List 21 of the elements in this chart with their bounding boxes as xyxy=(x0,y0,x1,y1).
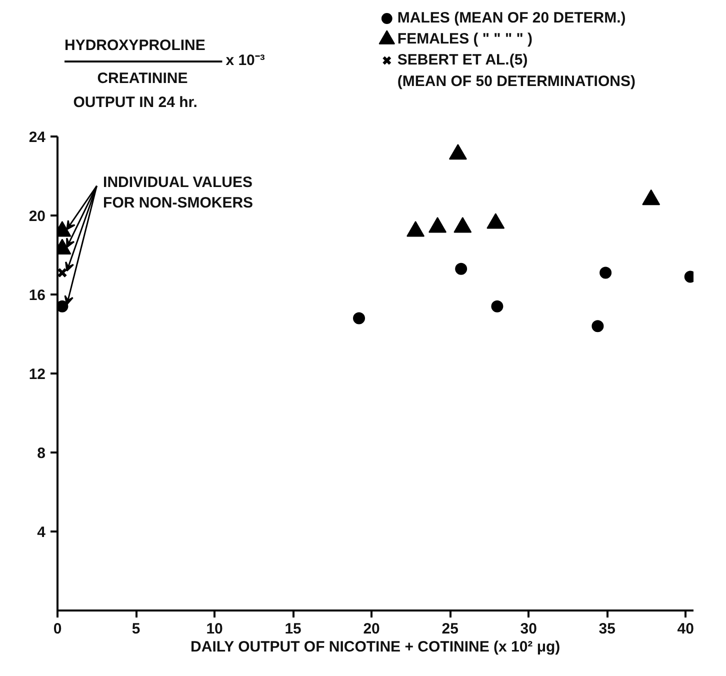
y-tick-label: 24 xyxy=(28,129,46,146)
x-tick-label: 5 xyxy=(132,620,140,638)
x-tick-label: 30 xyxy=(520,620,537,638)
annotation: INDIVIDUAL VALUES FOR NON-SMOKERS xyxy=(103,174,254,212)
x-tick-label: 35 xyxy=(598,620,616,638)
y-tick-label: 12 xyxy=(28,366,46,383)
legend-label: MALES (MEAN OF 20 DETERM.) xyxy=(397,10,626,26)
legend-label: FEMALES ( " " " " ) xyxy=(397,30,533,48)
y-tick-label: 8 xyxy=(37,445,46,462)
x-tick-label: 25 xyxy=(442,620,458,638)
x-tick-label: 40 xyxy=(677,620,694,638)
y-tick-label: 16 xyxy=(28,287,46,304)
x-tick-label: 10 xyxy=(206,620,223,638)
legend-label: SEBERT ET AL.(5) (MEAN OF 50 DETERMINATIONS) xyxy=(397,52,636,90)
y-tick-label: 4 xyxy=(37,524,46,541)
y-tick-label: 20 xyxy=(28,208,46,225)
x-axis-title: DAILY OUTPUT OF NICOTINE + COTININE (x 10² μg) xyxy=(190,638,560,656)
x-tick-label: 15 xyxy=(284,620,302,638)
x-tick-label: 20 xyxy=(363,620,380,638)
text: HYDROXYPROLINE CREATININE x 10⁻³ OUTPUT IN 24 hr. xyxy=(64,37,265,111)
x-tick-label: 0 xyxy=(53,620,62,638)
